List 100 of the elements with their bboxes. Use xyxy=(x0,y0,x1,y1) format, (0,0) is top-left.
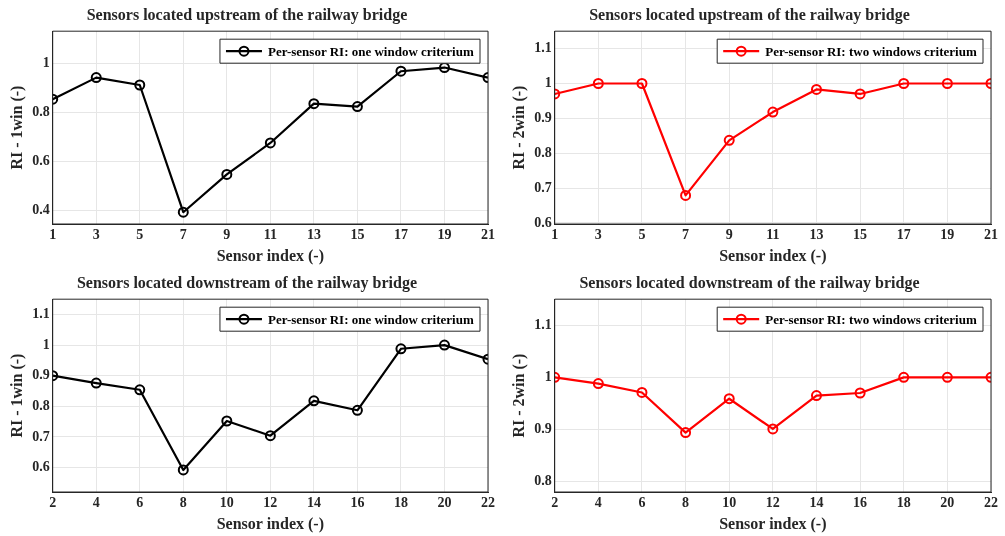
point xyxy=(767,106,779,118)
point xyxy=(134,79,146,91)
point xyxy=(351,101,363,113)
point xyxy=(264,430,276,442)
legend-label: Per-sensor RI: two windows criterium xyxy=(765,43,977,59)
point xyxy=(854,387,866,399)
x-tick-label: 14 xyxy=(809,495,824,511)
chart-title: Sensors located upstream of the railway bridge xyxy=(589,5,910,24)
x-axis-title: Sensor index (-) xyxy=(719,514,827,533)
x-tick-label: 21 xyxy=(984,227,998,243)
x-tick-label: 6 xyxy=(136,495,144,511)
x-tick-label: 22 xyxy=(984,495,998,511)
y-tick-label: 0.8 xyxy=(32,103,50,119)
y-tick-label: 1 xyxy=(42,336,50,352)
y-tick-label: 0.7 xyxy=(32,428,50,444)
point xyxy=(767,423,779,435)
x-tick-label: 6 xyxy=(638,495,646,511)
y-tick-label: 0.7 xyxy=(534,179,552,195)
point xyxy=(680,189,692,201)
x-tick-label: 14 xyxy=(306,495,321,511)
y-tick-label: 0.6 xyxy=(534,214,552,230)
point xyxy=(134,384,146,396)
point xyxy=(810,83,822,95)
point xyxy=(438,339,450,351)
x-axis-title: Sensor index (-) xyxy=(719,246,827,265)
point xyxy=(592,78,604,89)
point xyxy=(723,134,735,146)
point xyxy=(438,62,450,74)
legend-label: Per-sensor RI: two windows criterium xyxy=(765,311,977,327)
legend-label: Per-sensor RI: one window criterium xyxy=(267,43,474,59)
point xyxy=(90,377,102,389)
point xyxy=(592,378,604,390)
x-tick-label: 12 xyxy=(765,495,780,511)
x-tick-label: 2 xyxy=(551,495,559,511)
point xyxy=(898,78,910,89)
point xyxy=(636,78,648,89)
y-tick-label: 1.1 xyxy=(32,306,50,322)
y-tick-label: 0.9 xyxy=(534,109,552,125)
x-tick-label: 2 xyxy=(49,495,57,511)
x-tick-label: 10 xyxy=(219,495,234,511)
y-axis-title: RI - 2win (-) xyxy=(509,85,528,170)
x-tick-label: 20 xyxy=(437,495,452,511)
x-tick-label: 10 xyxy=(722,495,737,511)
point xyxy=(177,464,189,476)
y-tick-label: 1.1 xyxy=(534,40,552,56)
legend-label: Per-sensor RI: one window criterium xyxy=(267,311,474,327)
point xyxy=(395,343,407,355)
point xyxy=(941,371,953,383)
point xyxy=(351,404,363,416)
point xyxy=(898,371,910,383)
x-tick-label: 17 xyxy=(896,227,911,243)
point xyxy=(810,390,822,402)
point xyxy=(177,206,189,218)
x-axis-title: Sensor index (-) xyxy=(216,514,324,533)
x-tick-label: 7 xyxy=(179,227,187,243)
x-tick-label: 13 xyxy=(306,227,321,243)
y-tick-label: 0.6 xyxy=(32,152,50,168)
point xyxy=(308,395,320,407)
chart-title: Sensors located upstream of the railway bridge xyxy=(86,5,408,24)
chart-title: Sensors located downstream of the railway bridge xyxy=(579,273,920,292)
y-tick-label: 0.6 xyxy=(32,459,50,475)
x-tick-label: 19 xyxy=(437,227,452,243)
y-tick-label: 0.8 xyxy=(32,397,50,413)
point xyxy=(90,72,102,84)
x-tick-label: 22 xyxy=(481,495,495,511)
x-tick-label: 18 xyxy=(393,495,408,511)
y-tick-label: 1.1 xyxy=(534,316,552,332)
x-tick-label: 8 xyxy=(179,495,187,511)
point xyxy=(221,415,233,427)
x-tick-label: 13 xyxy=(809,227,824,243)
x-tick-label: 3 xyxy=(594,227,602,243)
point xyxy=(221,168,233,180)
x-tick-label: 17 xyxy=(393,227,408,243)
x-tick-label: 16 xyxy=(853,495,868,511)
y-tick-label: 0.9 xyxy=(32,367,50,383)
x-tick-label: 12 xyxy=(263,495,278,511)
x-tick-label: 4 xyxy=(594,495,602,511)
x-tick-label: 11 xyxy=(263,227,277,243)
x-tick-label: 7 xyxy=(682,227,690,243)
x-tick-label: 5 xyxy=(638,227,646,243)
x-tick-label: 15 xyxy=(350,227,365,243)
x-tick-label: 11 xyxy=(766,227,780,243)
point xyxy=(636,386,648,398)
point xyxy=(854,88,866,100)
y-tick-label: 0.9 xyxy=(534,421,552,437)
y-tick-label: 0.8 xyxy=(534,144,552,160)
point xyxy=(264,137,276,149)
x-tick-label: 20 xyxy=(940,495,955,511)
y-tick-label: 1 xyxy=(544,368,552,384)
point xyxy=(723,393,735,405)
y-tick-label: 1 xyxy=(544,75,552,91)
y-axis-title: RI - 1win (-) xyxy=(7,85,26,170)
x-tick-label: 4 xyxy=(92,495,100,511)
x-tick-label: 18 xyxy=(896,495,911,511)
y-axis-title: RI - 2win (-) xyxy=(509,353,528,438)
x-tick-label: 5 xyxy=(136,227,144,243)
point xyxy=(941,78,953,89)
x-tick-label: 8 xyxy=(682,495,690,511)
x-tick-label: 9 xyxy=(223,227,231,243)
x-axis-title: Sensor index (-) xyxy=(216,246,324,265)
